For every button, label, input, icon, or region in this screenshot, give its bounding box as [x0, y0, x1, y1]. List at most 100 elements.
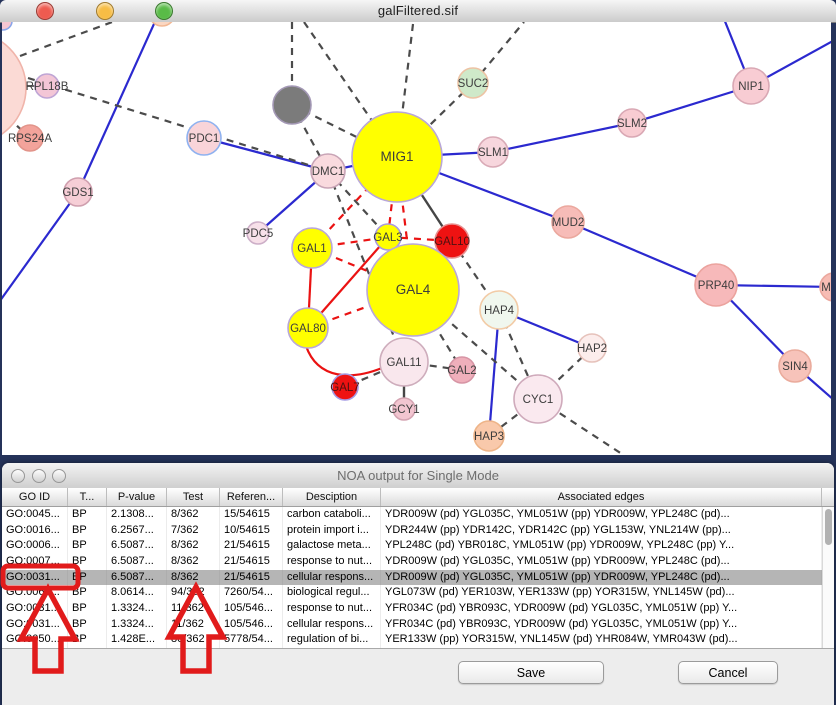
edge-pp[interactable]	[567, 220, 717, 287]
node-gal2[interactable]	[448, 356, 476, 384]
node-rpl18b[interactable]	[34, 73, 60, 99]
node-gcy1[interactable]	[392, 397, 416, 421]
node-hap4[interactable]	[479, 290, 519, 330]
edge-rs[interactable]	[304, 345, 383, 377]
cell-p-value: 6.5087...	[107, 569, 167, 586]
node-nip1[interactable]	[732, 67, 770, 105]
column-header-reference[interactable]: Referen...	[220, 488, 283, 506]
cell-description: protein import i...	[283, 522, 381, 539]
table-row-5[interactable]: GO:0031... BP 6.5087... 8/362 21/54615 cellul…	[2, 569, 822, 586]
edge-pp[interactable]	[492, 121, 633, 154]
node-label-mud2: MUD2	[552, 217, 585, 229]
node-pdc5[interactable]	[246, 221, 270, 245]
cell-associated-edges: YGL073W (pd) YER103W, YER133W (pp) YOR31…	[381, 585, 822, 601]
node-gray-node[interactable]	[272, 85, 312, 125]
cell-associated-edges: YDR009W (pd) YGL035C, YML051W (pp) YDR00…	[381, 507, 822, 523]
node-label-slm2: SLM2	[617, 118, 647, 130]
table-row-6[interactable]: GO:0065... BP 8.0614... 94/362 7260/54... bio…	[2, 585, 822, 601]
node-label-hap2: HAP2	[577, 343, 607, 355]
node-msn[interactable]	[819, 272, 836, 302]
close-button[interactable]	[36, 2, 54, 20]
zoom-button-inactive[interactable]	[52, 469, 66, 483]
table-row-9[interactable]: GO:0050... BP 1.428E... 80/362 5778/54... reg…	[2, 632, 822, 648]
table-scrollbar[interactable]	[822, 507, 834, 648]
table-row-7[interactable]: GO:0031... BP 1.3324... 11/362 105/546... res…	[2, 600, 822, 617]
cell-associated-edges: YPL248C (pd) YBR018C, YML051W (pp) YDR00…	[381, 538, 822, 554]
node-slm1[interactable]	[477, 136, 509, 168]
scrollbar-thumb[interactable]	[825, 509, 832, 545]
cell-type: BP	[68, 616, 107, 633]
node-rps24a[interactable]	[16, 124, 44, 152]
node-corner[interactable]	[0, 22, 13, 31]
save-button[interactable]: Save	[458, 661, 604, 684]
node-mud2[interactable]	[551, 205, 585, 239]
node-slm2[interactable]	[617, 108, 647, 138]
noa-window-titlebar[interactable]: NOA output for Single Mode	[2, 463, 834, 489]
node-gal80[interactable]	[287, 307, 329, 349]
node-label-pdc1: PDC1	[189, 133, 220, 145]
node-label-gal1: GAL1	[297, 243, 326, 255]
edge-pp[interactable]	[631, 84, 752, 125]
table-row-2[interactable]: GO:0016... BP 6.2567... 7/362 10/54615 protei…	[2, 522, 822, 539]
cell-p-value: 6.5087...	[107, 553, 167, 570]
edge-dd[interactable]	[488, 398, 539, 437]
edge-dd[interactable]	[403, 360, 463, 372]
edge-pp[interactable]	[487, 309, 501, 437]
cell-associated-edges: YFR034C (pd) YBR093C, YDR009W (pd) YGL03…	[381, 600, 822, 617]
minimize-button[interactable]	[96, 2, 114, 20]
table-row-1[interactable]: GO:0045... BP 2.1308... 8/362 15/54615 carbon…	[2, 507, 822, 523]
column-header-associated-edges[interactable]: Associated edges	[381, 488, 822, 506]
node-pdc1[interactable]	[186, 120, 222, 156]
zoom-button[interactable]	[155, 2, 173, 20]
node-gal10[interactable]	[434, 223, 470, 259]
node-label-gal3: GAL3	[373, 232, 402, 244]
node-gal3[interactable]	[374, 223, 402, 251]
node-label-nip1: NIP1	[738, 81, 764, 93]
edge-dd[interactable]	[19, 22, 172, 58]
node-top-peach[interactable]	[149, 22, 175, 27]
table-row-3[interactable]: GO:0006... BP 6.5087... 8/362 21/54615 galact…	[2, 538, 822, 554]
node-label-cyc1: CYC1	[523, 394, 554, 406]
minimize-button-inactive[interactable]	[32, 469, 46, 483]
node-label-rps24a: RPS24A	[8, 133, 52, 145]
cell-associated-edges: YDR244W (pp) YDR142C, YDR142C (pp) YGL15…	[381, 522, 822, 539]
node-hap2[interactable]	[577, 333, 607, 363]
node-hap3[interactable]	[473, 420, 505, 452]
network-canvas[interactable]: RPL18B RPS24A GDS1 PDC1 DMC1 PDC5 MIG1 SUC2 SLM1…	[0, 22, 836, 456]
node-suc2[interactable]	[457, 67, 489, 99]
cell-test: 80/362	[167, 632, 220, 648]
node-gal1[interactable]	[291, 227, 333, 269]
table-row-4[interactable]: GO:0007... BP 6.5087... 8/362 21/54615 respon…	[2, 553, 822, 570]
node-gal4[interactable]	[366, 243, 460, 337]
edge-pp[interactable]	[76, 22, 163, 193]
node-cyc1[interactable]	[513, 374, 563, 424]
cell-go-id: GO:0016...	[2, 522, 68, 539]
cell-test: 11/362	[167, 616, 220, 633]
cell-reference: 21/54615	[220, 538, 283, 554]
graph-window-titlebar[interactable]: galFiltered.sif	[0, 0, 836, 23]
node-dmc1[interactable]	[310, 153, 346, 189]
node-label-gds1: GDS1	[62, 187, 93, 199]
edge-pp[interactable]	[0, 191, 79, 312]
node-label-gal11: GAL11	[387, 357, 422, 369]
node-gal11[interactable]	[379, 337, 429, 387]
column-header-test[interactable]: Test	[167, 488, 220, 506]
node-gal7[interactable]	[331, 373, 359, 401]
edge-dd[interactable]	[395, 23, 415, 158]
edge-dd[interactable]	[27, 76, 329, 173]
column-header-go-id[interactable]: GO ID	[2, 488, 68, 506]
node-prp40[interactable]	[694, 263, 738, 307]
column-header-p-value[interactable]: P-value	[107, 488, 167, 506]
node-label-gal7: GAL7	[330, 382, 359, 394]
node-mig1[interactable]	[351, 111, 443, 203]
edge-rd[interactable]	[395, 156, 415, 291]
column-header-description[interactable]: Desciption	[283, 488, 381, 506]
node-gds1[interactable]	[63, 177, 93, 207]
close-button-inactive[interactable]	[11, 469, 25, 483]
node-sin4[interactable]	[778, 349, 812, 383]
table-row-8[interactable]: GO:0031... BP 1.3324... 11/362 105/546... cel…	[2, 616, 822, 633]
node-cluster[interactable]	[0, 32, 27, 144]
edge-dd[interactable]	[396, 82, 474, 158]
column-header-type[interactable]: T...	[68, 488, 107, 506]
cancel-button[interactable]: Cancel	[678, 661, 778, 684]
